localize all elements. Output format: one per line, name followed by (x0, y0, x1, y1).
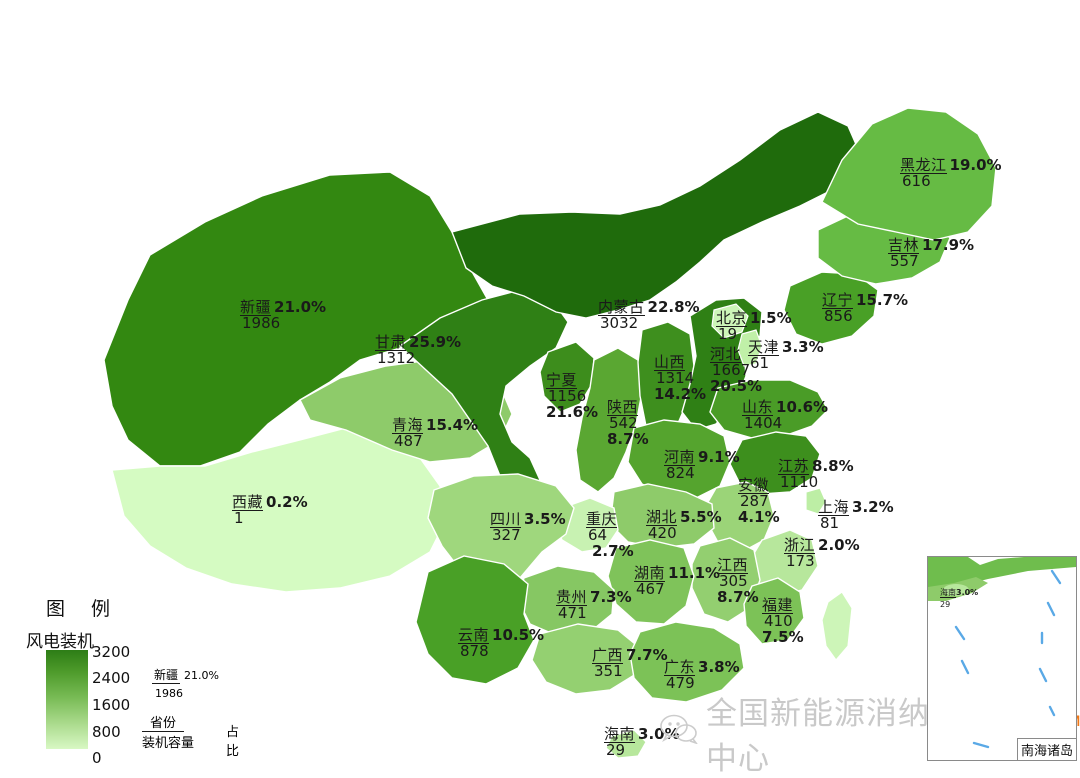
legend-tick-0: 0 (92, 749, 102, 767)
legend-tick-800: 800 (92, 723, 121, 741)
province-shape-ningxia[interactable] (539, 341, 595, 413)
province-shape-innermongolia[interactable] (451, 111, 863, 319)
province-shape-henan[interactable] (627, 419, 731, 499)
legend-key-percent: 占比 (226, 725, 240, 759)
province-shape-hainan[interactable] (605, 729, 647, 759)
legend-color-bar (46, 650, 88, 749)
province-shape-yunnan[interactable] (415, 555, 535, 685)
south-china-sea-inset: 海南3.0% 29 南海诸岛 (927, 556, 1077, 761)
province-shape-beijing[interactable] (711, 303, 749, 339)
inset-hainan-percent: 3.0% (956, 588, 979, 597)
province-shape-liaoning[interactable] (783, 271, 879, 345)
province-shape-fujian[interactable] (743, 577, 805, 645)
legend-subtitle: 风电装机 (26, 632, 94, 652)
province-shape-heilongjiang[interactable] (821, 107, 997, 241)
legend-example-name: 新疆 (152, 668, 181, 684)
legend: 图 例 风电装机 3200 2400 1600 800 0 新疆 21.0% 19… (24, 594, 294, 767)
legend-key-capacity: 装机容量 (142, 736, 195, 751)
province-shape-taiwan (821, 591, 853, 661)
legend-title: 图 例 (46, 598, 121, 620)
inset-hainan-name: 海南 (940, 588, 956, 598)
legend-example-percent: 21.0% (184, 669, 219, 682)
legend-ticks: 3200 2400 1600 800 0 (92, 643, 152, 767)
province-shape-guangxi[interactable] (531, 623, 641, 695)
province-shape-hubei[interactable] (609, 483, 715, 549)
province-shape-jiangsu[interactable] (729, 431, 821, 495)
province-shape-hunan[interactable] (607, 539, 695, 625)
legend-tick-1600: 1600 (92, 696, 131, 714)
legend-tick-3200: 3200 (92, 643, 131, 661)
legend-example: 新疆 21.0% 1986 (152, 666, 219, 702)
legend-key-name: 省份 (142, 712, 185, 732)
province-shape-shandong[interactable] (709, 379, 829, 439)
legend-tick-2400: 2400 (92, 669, 131, 687)
inset-caption: 南海诸岛 (1016, 738, 1076, 760)
inset-hainan-label: 海南3.0% 29 (940, 582, 978, 609)
province-shape-guizhou[interactable] (517, 565, 615, 637)
inset-map (928, 557, 1076, 749)
legend-example-capacity: 1986 (155, 687, 183, 700)
inset-hainan-capacity: 29 (940, 600, 951, 609)
province-shape-tianjin[interactable] (737, 329, 763, 367)
province-shape-guangdong[interactable] (629, 621, 745, 703)
province-shape-shanghai[interactable] (805, 487, 827, 515)
legend-key: 省份 装机容量 占比 (142, 712, 239, 759)
